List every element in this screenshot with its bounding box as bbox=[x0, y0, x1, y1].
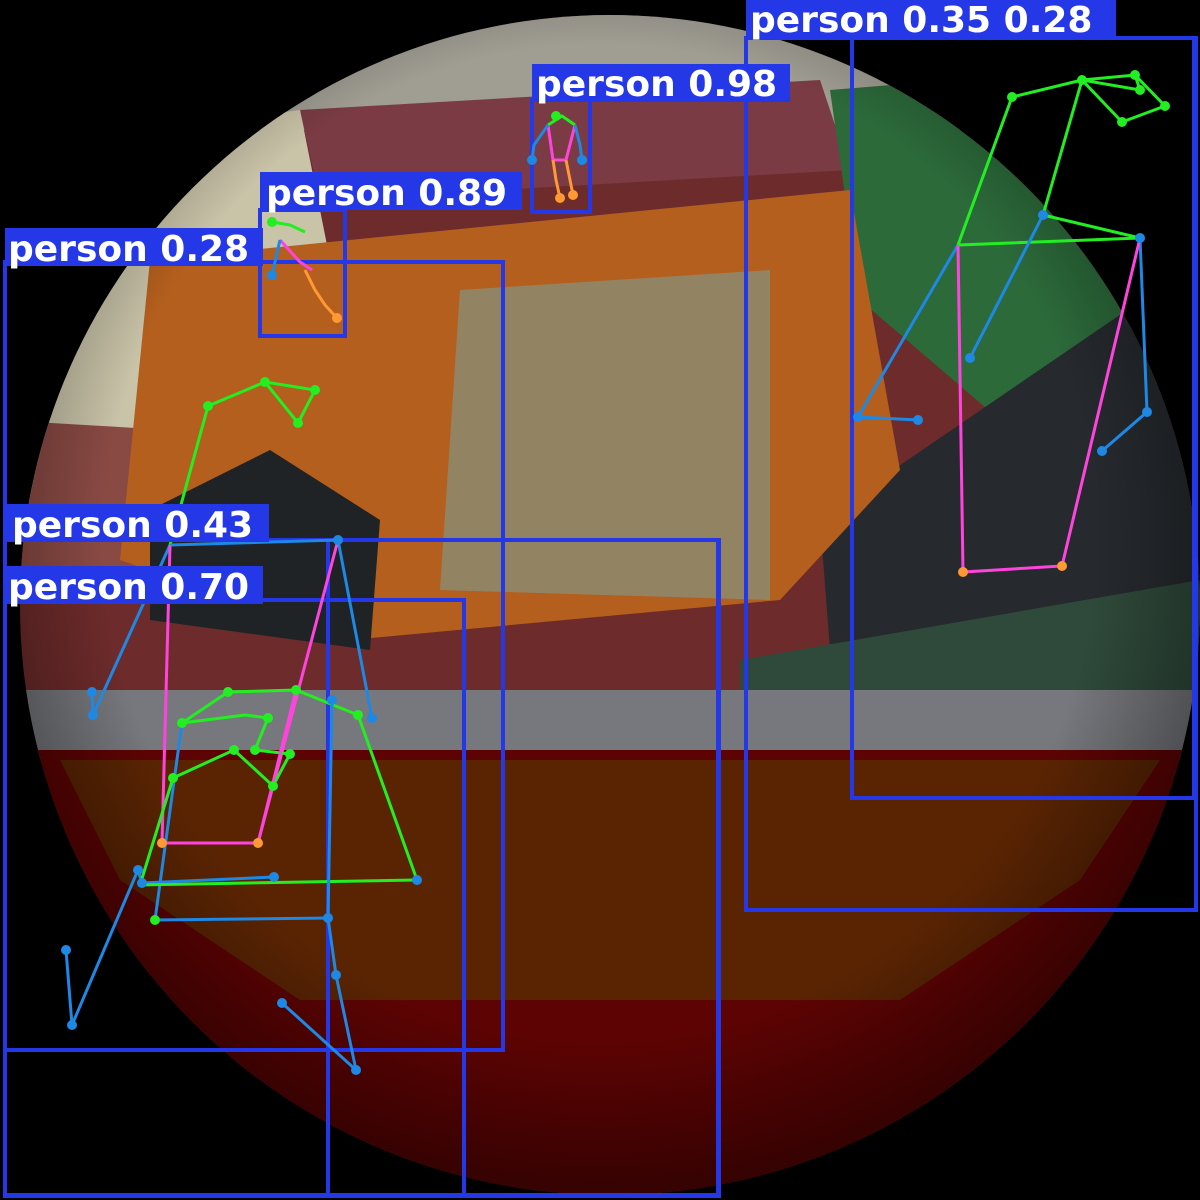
keypoint bbox=[260, 377, 270, 387]
keypoint bbox=[1130, 70, 1140, 80]
keypoint bbox=[965, 353, 975, 363]
keypoint bbox=[1038, 210, 1048, 220]
label-score: 0.43 bbox=[164, 505, 253, 546]
keypoint bbox=[1077, 75, 1087, 85]
keypoint bbox=[577, 155, 587, 165]
keypoint bbox=[1135, 85, 1145, 95]
svg-text:person 0.70: person 0.70 bbox=[8, 567, 249, 608]
keypoint bbox=[277, 998, 287, 1008]
keypoint bbox=[1160, 101, 1170, 111]
keypoint bbox=[223, 687, 233, 697]
keypoint bbox=[87, 687, 97, 697]
keypoint bbox=[1057, 561, 1067, 571]
keypoint bbox=[568, 190, 578, 200]
keypoint bbox=[412, 875, 422, 885]
keypoint bbox=[291, 685, 301, 695]
keypoint bbox=[1135, 233, 1145, 243]
skeleton-person bbox=[530, 114, 584, 199]
keypoint bbox=[133, 865, 143, 875]
detection-label: person 0.43 bbox=[5, 504, 269, 546]
label-class: person bbox=[12, 505, 152, 546]
label-score: 0.89 bbox=[418, 173, 507, 214]
pose-keypoints bbox=[61, 70, 1170, 1075]
keypoint bbox=[267, 217, 277, 227]
keypoint bbox=[285, 749, 295, 759]
detection-label: person 0.35 0.28 bbox=[746, 0, 1116, 41]
keypoint bbox=[551, 111, 561, 121]
detection-label: person 0.28 bbox=[5, 228, 263, 270]
keypoint bbox=[88, 710, 98, 720]
keypoint bbox=[913, 415, 923, 425]
keypoint bbox=[367, 713, 377, 723]
keypoint bbox=[268, 781, 278, 791]
keypoint bbox=[332, 313, 342, 323]
keypoint bbox=[1007, 92, 1017, 102]
keypoint bbox=[250, 745, 260, 755]
label-score: 0.35 bbox=[902, 0, 991, 41]
svg-text:person 0.89: person 0.89 bbox=[266, 173, 507, 214]
keypoint bbox=[203, 401, 213, 411]
keypoint bbox=[267, 270, 277, 280]
label-score: 0.28 bbox=[160, 229, 249, 270]
keypoint bbox=[555, 193, 565, 203]
keypoint bbox=[1117, 117, 1127, 127]
keypoint bbox=[150, 915, 160, 925]
keypoint bbox=[310, 385, 320, 395]
keypoint bbox=[229, 745, 239, 755]
svg-text:person 0.98: person 0.98 bbox=[536, 64, 777, 105]
keypoint bbox=[1097, 446, 1107, 456]
keypoint bbox=[61, 945, 71, 955]
svg-text:person 0.35 0.28: person 0.35 0.28 bbox=[750, 0, 1092, 41]
keypoint bbox=[67, 1020, 77, 1030]
detection-label: person 0.70 bbox=[5, 566, 263, 608]
label-class: person bbox=[266, 173, 406, 214]
keypoint bbox=[323, 913, 333, 923]
keypoint bbox=[351, 1065, 361, 1075]
keypoint bbox=[253, 838, 263, 848]
keypoint bbox=[1142, 407, 1152, 417]
label-class: person bbox=[8, 567, 148, 608]
keypoint bbox=[527, 155, 537, 165]
keypoint bbox=[331, 970, 341, 980]
keypoint bbox=[958, 567, 968, 577]
keypoint bbox=[137, 878, 147, 888]
keypoint bbox=[353, 710, 363, 720]
keypoint bbox=[157, 838, 167, 848]
detection-labels: person 0.98 person 0.89 person 0.28 pers… bbox=[5, 0, 1116, 608]
keypoint bbox=[333, 535, 343, 545]
keypoint bbox=[168, 773, 178, 783]
keypoint bbox=[853, 412, 863, 422]
label-score: 0.98 bbox=[688, 64, 777, 105]
svg-text:person 0.28: person 0.28 bbox=[8, 229, 249, 270]
label-score: 0.28 bbox=[1004, 0, 1093, 41]
label-class: person bbox=[536, 64, 676, 105]
detection-label: person 0.89 bbox=[260, 172, 522, 214]
keypoint bbox=[177, 718, 187, 728]
label-class: person bbox=[8, 229, 148, 270]
label-score: 0.70 bbox=[160, 567, 249, 608]
svg-text:person 0.43: person 0.43 bbox=[12, 505, 253, 546]
keypoint bbox=[293, 418, 303, 428]
keypoint bbox=[263, 713, 273, 723]
detection-label: person 0.98 bbox=[532, 64, 790, 105]
keypoint bbox=[327, 695, 337, 705]
skeleton-person bbox=[270, 220, 339, 320]
keypoint bbox=[269, 872, 279, 882]
label-class: person bbox=[750, 0, 890, 41]
